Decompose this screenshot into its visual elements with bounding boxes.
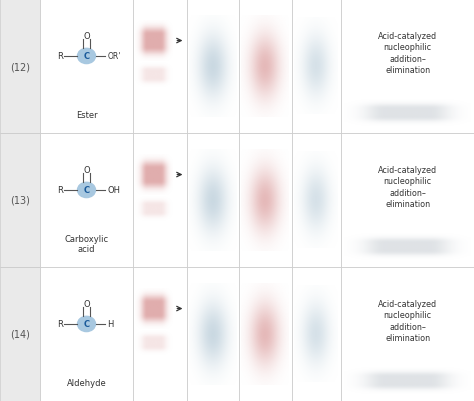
Bar <box>133 134 187 267</box>
Bar <box>187 0 239 134</box>
Text: O: O <box>83 31 90 41</box>
Circle shape <box>77 49 95 65</box>
Text: Acid-catalyzed
nucleophilic
addition–
elimination: Acid-catalyzed nucleophilic addition– el… <box>378 299 437 342</box>
Text: H: H <box>107 320 114 329</box>
Text: OR': OR' <box>107 52 121 61</box>
Bar <box>239 134 292 267</box>
Text: (14): (14) <box>10 329 30 339</box>
Text: O: O <box>83 299 90 308</box>
Text: C: C <box>83 186 90 195</box>
Text: Acid-catalyzed
nucleophilic
addition–
elimination: Acid-catalyzed nucleophilic addition– el… <box>378 166 437 209</box>
Bar <box>292 267 341 401</box>
Circle shape <box>77 316 95 332</box>
Text: Acid-catalyzed
nucleophilic
addition–
elimination: Acid-catalyzed nucleophilic addition– el… <box>378 32 437 75</box>
Text: Carboxylic
acid: Carboxylic acid <box>64 234 109 253</box>
Bar <box>341 134 474 267</box>
Bar <box>0 134 40 267</box>
Bar <box>0 0 40 134</box>
Text: O: O <box>83 165 90 174</box>
Text: Aldehyde: Aldehyde <box>67 378 106 387</box>
Bar <box>292 0 341 134</box>
Bar <box>40 134 133 267</box>
Text: C: C <box>83 52 90 61</box>
Bar <box>0 267 40 401</box>
Text: Ester: Ester <box>76 111 97 119</box>
Text: R: R <box>57 52 63 61</box>
Bar <box>133 267 187 401</box>
Bar <box>133 0 187 134</box>
Bar <box>40 267 133 401</box>
Text: (12): (12) <box>10 62 30 72</box>
Text: OH: OH <box>107 186 120 195</box>
Bar <box>292 134 341 267</box>
Text: R: R <box>57 186 63 195</box>
Bar <box>187 134 239 267</box>
Text: (13): (13) <box>10 196 30 205</box>
Bar <box>239 0 292 134</box>
Text: C: C <box>83 320 90 329</box>
Text: R: R <box>57 320 63 329</box>
Bar <box>40 0 133 134</box>
Bar <box>341 0 474 134</box>
Bar <box>239 267 292 401</box>
Bar <box>187 267 239 401</box>
Bar <box>341 267 474 401</box>
Circle shape <box>77 183 95 198</box>
